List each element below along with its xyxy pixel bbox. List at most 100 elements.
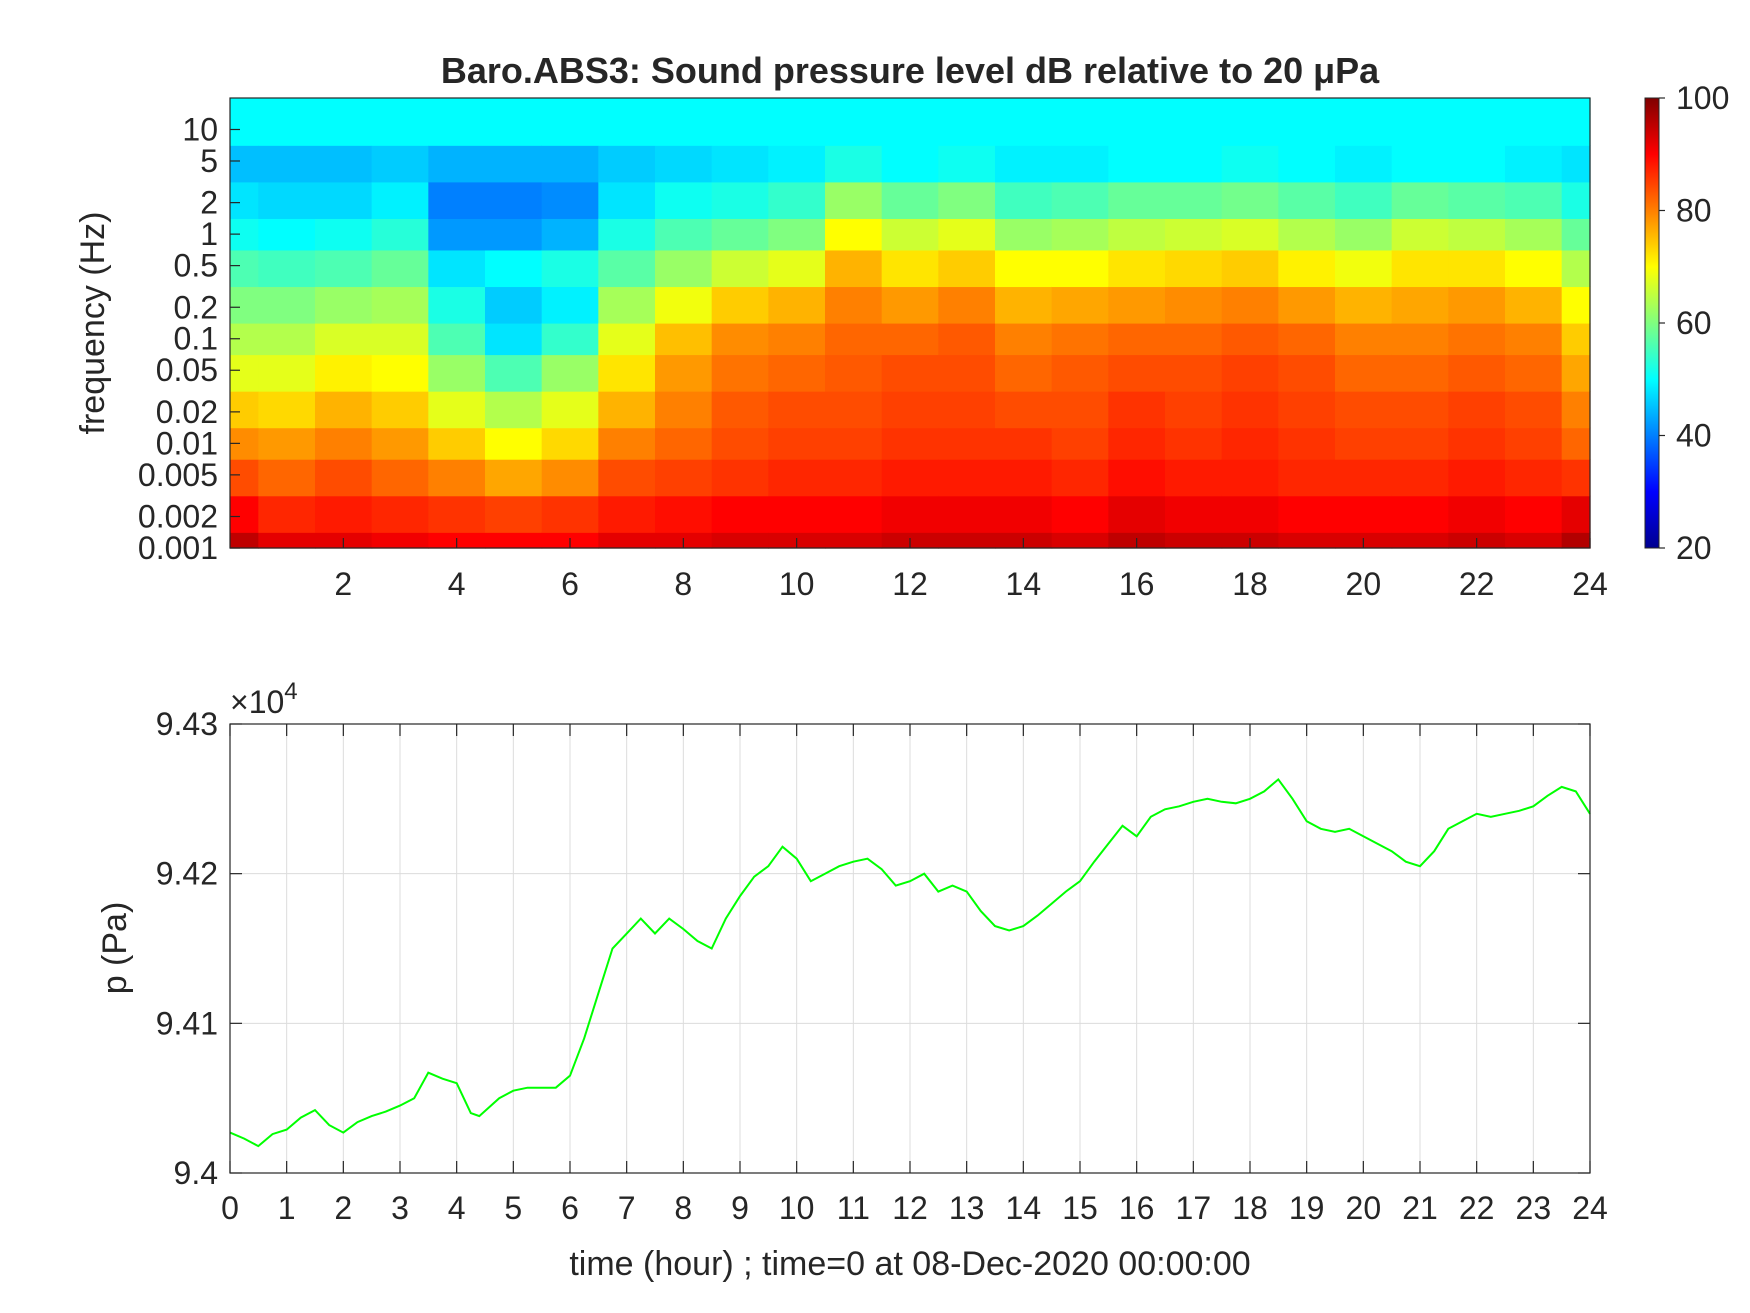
pressure-series-line xyxy=(229,777,1591,1148)
heatmap-cell xyxy=(1278,98,1336,115)
heatmap-cell xyxy=(938,532,996,549)
pressure-x-tick-label: 22 xyxy=(1459,1190,1495,1226)
heatmap-cell xyxy=(1165,98,1223,115)
heatmap-cell xyxy=(258,459,316,497)
heatmap-cell xyxy=(258,113,316,146)
heatmap-cell xyxy=(711,98,769,115)
heatmap-cell xyxy=(995,354,1053,392)
heatmap-cell xyxy=(1221,218,1279,251)
heatmap-cell xyxy=(655,218,713,251)
heatmap-cell xyxy=(768,323,826,356)
heatmap-cell xyxy=(1561,323,1591,356)
heatmap-cell xyxy=(711,459,769,497)
heatmap-cell xyxy=(598,354,656,392)
heatmap-cell xyxy=(938,113,996,146)
pressure-x-tick-label: 14 xyxy=(1006,1190,1042,1226)
heatmap-cell xyxy=(1505,181,1563,219)
pressure-y-ticks: 9.4 9.41 9.42 9.43 xyxy=(156,706,1590,1191)
heatmap-cell xyxy=(1108,218,1166,251)
heatmap-cell xyxy=(1448,98,1506,115)
heatmap-cell xyxy=(541,145,599,183)
spectrogram-x-tick-label: 2 xyxy=(334,566,352,602)
exponent-base: ×10 xyxy=(230,684,284,720)
spectrogram-y-tick-label: 0.002 xyxy=(138,499,218,535)
spectrogram-x-tick-label: 18 xyxy=(1232,566,1268,602)
heatmap-cell xyxy=(1108,249,1166,288)
heatmap-cell xyxy=(1051,427,1109,460)
spectrogram-y-axis-label: frequency (Hz) xyxy=(74,212,112,435)
heatmap-cell xyxy=(768,98,826,115)
heatmap-cell xyxy=(938,286,996,324)
heatmap-cell xyxy=(1448,323,1506,356)
heatmap-cell xyxy=(1278,113,1336,146)
spectrogram-x-tick-label: 14 xyxy=(1006,566,1042,602)
heatmap-cell xyxy=(598,459,656,497)
heatmap-cell xyxy=(1505,427,1563,460)
spectrogram-y-tick-label: 0.001 xyxy=(138,530,218,566)
pressure-x-tick-label: 15 xyxy=(1062,1190,1098,1226)
spectrogram-x-tick-label: 4 xyxy=(448,566,466,602)
heatmap-cell xyxy=(1561,427,1591,460)
heatmap-cell xyxy=(768,113,826,146)
pressure-x-tick-label: 0 xyxy=(221,1190,239,1226)
heatmap-cell xyxy=(1391,391,1449,429)
heatmap-cell xyxy=(711,427,769,460)
heatmap-cell xyxy=(881,218,939,251)
heatmap-cell xyxy=(825,427,883,460)
heatmap-cell xyxy=(1391,218,1449,251)
heatmap-cell xyxy=(825,218,883,251)
heatmap-cell xyxy=(711,323,769,356)
heatmap-cell xyxy=(428,218,486,251)
colorbar-tick-label: 100 xyxy=(1676,80,1729,116)
heatmap-cell xyxy=(315,391,373,429)
heatmap-cell xyxy=(1335,218,1393,251)
spectrogram-y-tick-label: 0.2 xyxy=(174,289,218,325)
heatmap-cell xyxy=(1051,218,1109,251)
heatmap-cell xyxy=(1391,427,1449,460)
exponent-power: 4 xyxy=(284,678,297,705)
heatmap-cell xyxy=(1108,98,1166,115)
heatmap-cell xyxy=(485,354,543,392)
heatmap-cell xyxy=(1221,113,1279,146)
heatmap-cell xyxy=(1391,113,1449,146)
heatmap-cell xyxy=(371,98,429,115)
heatmap-cell xyxy=(258,427,316,460)
heatmap-cell xyxy=(995,113,1053,146)
heatmap-cell xyxy=(598,427,656,460)
heatmap-cell xyxy=(1221,391,1279,429)
heatmap-cell xyxy=(258,391,316,429)
heatmap-cell xyxy=(428,286,486,324)
spectrogram-x-tick-label: 24 xyxy=(1572,566,1608,602)
heatmap-cell xyxy=(768,181,826,219)
heatmap-cell xyxy=(1221,323,1279,356)
heatmap-cell xyxy=(1335,354,1393,392)
heatmap-cell xyxy=(1108,427,1166,460)
heatmap-cell xyxy=(1108,459,1166,497)
heatmap-cell xyxy=(230,459,259,497)
heatmap-cell xyxy=(1278,218,1336,251)
heatmap-cell xyxy=(825,495,883,533)
heatmap-cell xyxy=(1448,249,1506,288)
pressure-x-tick-label: 10 xyxy=(779,1190,815,1226)
heatmap-cell xyxy=(1108,181,1166,219)
heatmap-cell xyxy=(1221,459,1279,497)
pressure-y-tick-label: 9.43 xyxy=(156,706,218,742)
heatmap-cell xyxy=(1108,145,1166,183)
heatmap-cell xyxy=(485,249,543,288)
pressure-y-tick-label: 9.42 xyxy=(156,856,218,892)
heatmap-cell xyxy=(541,181,599,219)
heatmap-cell xyxy=(1051,532,1109,549)
pressure-x-axis-label: time (hour) ; time=0 at 08-Dec-2020 00:0… xyxy=(569,1245,1250,1283)
heatmap-cell xyxy=(655,249,713,288)
heatmap-cell xyxy=(1051,181,1109,219)
heatmap-cell xyxy=(371,459,429,497)
heatmap-cell xyxy=(598,323,656,356)
heatmap-cell xyxy=(598,391,656,429)
spectrogram-y-tick-label: 0.05 xyxy=(156,352,218,388)
heatmap-cell xyxy=(711,249,769,288)
heatmap-cell xyxy=(881,113,939,146)
heatmap-cell xyxy=(541,427,599,460)
heatmap-cell xyxy=(1391,459,1449,497)
heatmap-cell xyxy=(825,459,883,497)
